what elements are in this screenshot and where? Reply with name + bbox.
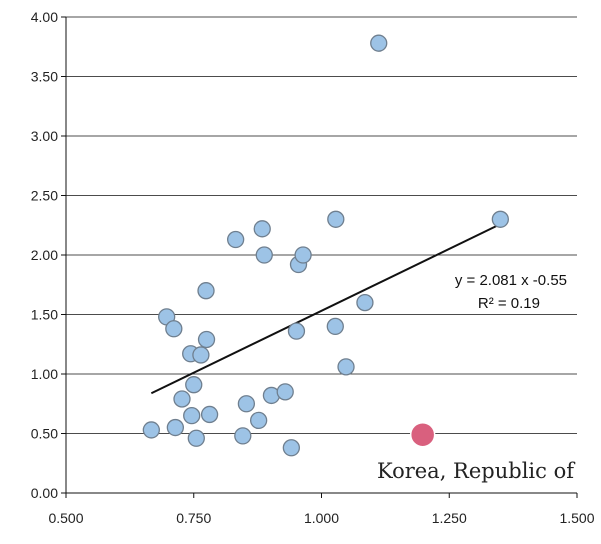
r-squared-label: R² = 0.19 — [478, 295, 540, 312]
data-point — [337, 358, 355, 376]
data-point — [173, 390, 191, 408]
y-tick-label: 1.00 — [31, 366, 58, 382]
y-tick-label: 2.00 — [31, 247, 58, 263]
data-point — [491, 210, 510, 228]
data-point — [234, 427, 252, 445]
data-point — [249, 411, 268, 430]
data-point — [200, 405, 219, 424]
data-point — [183, 406, 201, 425]
y-tick-label: 2.50 — [31, 188, 58, 204]
data-point — [294, 246, 312, 264]
data-point — [142, 421, 160, 439]
data-point — [197, 282, 215, 300]
x-axis-ticks: 0.500 0.750 1.000 1.250 1.500 — [48, 493, 595, 526]
data-point — [356, 293, 374, 312]
y-tick-label: 3.00 — [31, 128, 58, 144]
data-point — [326, 317, 344, 336]
data-point — [197, 330, 216, 349]
data-point — [255, 246, 273, 264]
x-tick-label: 1.250 — [432, 510, 467, 526]
data-point — [327, 210, 345, 228]
trend-line — [150, 223, 501, 395]
y-tick-label: 0.00 — [31, 485, 58, 501]
highlight-label: Korea, Republic of — [377, 459, 576, 483]
data-point — [192, 346, 210, 364]
x-tick-label: 0.750 — [176, 510, 211, 526]
data-points — [142, 34, 510, 457]
data-point — [282, 439, 301, 457]
x-tick-label: 0.500 — [48, 510, 83, 526]
highlight-point-korea — [409, 421, 436, 448]
y-tick-label: 3.50 — [31, 69, 58, 85]
data-point — [370, 34, 388, 52]
data-point — [185, 376, 203, 394]
data-point — [227, 230, 245, 249]
data-point — [165, 320, 183, 338]
data-point — [237, 395, 256, 413]
y-tick-label: 0.50 — [31, 426, 58, 442]
data-point — [187, 429, 205, 447]
y-tick-label: 4.00 — [31, 9, 58, 25]
data-point — [287, 322, 306, 340]
data-point — [166, 418, 185, 437]
gridlines — [66, 16, 577, 434]
x-tick-label: 1.000 — [304, 510, 339, 526]
data-point — [276, 383, 294, 401]
y-axis-ticks: 0.00 0.50 1.00 1.50 2.00 2.50 3.00 3.50 4.00 — [31, 9, 66, 501]
x-tick-label: 1.500 — [559, 510, 594, 526]
trend-equation: y = 2.081 x -0.55 — [455, 272, 567, 289]
y-tick-label: 1.50 — [31, 307, 58, 323]
data-point — [253, 220, 271, 238]
